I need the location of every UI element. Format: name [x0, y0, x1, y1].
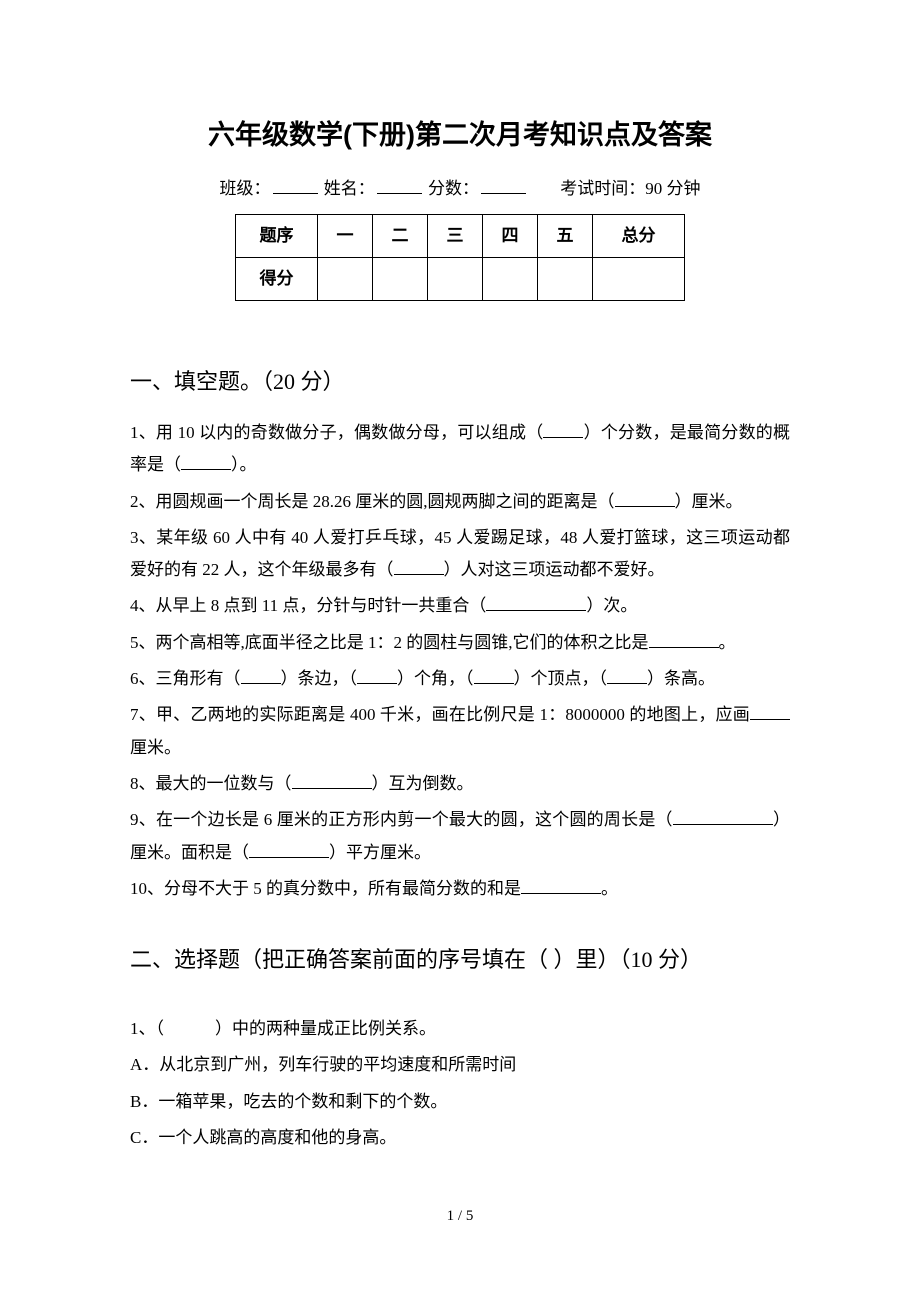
answer-blank — [750, 719, 790, 720]
score-cell — [538, 257, 593, 300]
section2-title: 二、选择题（把正确答案前面的序号填在（ ）里）（10 分） — [130, 939, 790, 981]
answer-blank — [607, 683, 647, 684]
name-blank — [377, 177, 422, 194]
answer-blank — [394, 574, 444, 575]
document-title: 六年级数学(下册)第二次月考知识点及答案 — [130, 110, 790, 161]
section1-title: 一、填空题。（20 分） — [130, 361, 790, 403]
question-text: ）次。 — [586, 596, 637, 615]
question-4: 4、从早上 8 点到 11 点，分针与时针一共重合（ ）次。 — [130, 590, 790, 622]
score-blank — [481, 177, 526, 194]
question-text: 厘米。 — [130, 738, 181, 757]
question-6: 6、三角形有（ ）条边，（ ）个角，（ ）个顶点，（ ）条高。 — [130, 663, 790, 695]
question-text: ）条高。 — [647, 669, 715, 688]
table-header-row: 题序 一 二 三 四 五 总分 — [236, 214, 685, 257]
class-label: 班级： — [220, 179, 271, 198]
question-7: 7、甲、乙两地的实际距离是 400 千米，画在比例尺是 1：8000000 的地… — [130, 699, 790, 764]
score-table: 题序 一 二 三 四 五 总分 得分 — [235, 214, 685, 302]
class-blank — [273, 177, 318, 194]
question-text: 。 — [719, 633, 736, 652]
answer-blank — [543, 437, 583, 438]
question-9: 9、在一个边长是 6 厘米的正方形内剪一个最大的圆，这个圆的周长是（）厘米。面积… — [130, 804, 790, 869]
question-text: ）条边，（ — [281, 669, 358, 688]
table-score-row: 得分 — [236, 257, 685, 300]
answer-blank — [181, 469, 231, 470]
header-info: 班级： 姓名： 分数： 考试时间：90 分钟 — [130, 173, 790, 205]
question-text: 10、分母不大于 5 的真分数中，所有最简分数的和是 — [130, 879, 521, 898]
question-10: 10、分母不大于 5 的真分数中，所有最简分数的和是 。 — [130, 873, 790, 905]
score-cell — [593, 257, 685, 300]
question-text: 1、用 10 以内的奇数做分子，偶数做分母，可以组成（ — [130, 423, 543, 442]
answer-blank — [292, 788, 372, 789]
answer-blank — [673, 824, 773, 825]
question-text: 2、用圆规画一个周长是 28.26 厘米的圆,圆规两脚之间的距离是（ — [130, 492, 615, 511]
question-text: ）个顶点，（ — [514, 669, 608, 688]
col-header-4: 四 — [483, 214, 538, 257]
score-cell — [373, 257, 428, 300]
question-text: ）厘米。 — [675, 492, 743, 511]
question-text: 9、在一个边长是 6 厘米的正方形内剪一个最大的圆，这个圆的周长是（ — [130, 810, 673, 829]
answer-blank — [241, 683, 281, 684]
time-label: 考试时间：90 分钟 — [560, 179, 700, 198]
option-c: C．一个人跳高的高度和他的身高。 — [130, 1122, 790, 1154]
score-label: 分数： — [428, 179, 479, 198]
question-text: 7、甲、乙两地的实际距离是 400 千米，画在比例尺是 1：8000000 的地… — [130, 705, 750, 724]
col-header-total: 总分 — [593, 214, 685, 257]
question-text: ）人对这三项运动都不爱好。 — [444, 560, 665, 579]
score-cell — [483, 257, 538, 300]
question-3: 3、某年级 60 人中有 40 人爱打乒乓球，45 人爱踢足球，48 人爱打篮球… — [130, 522, 790, 587]
section1-questions: 1、用 10 以内的奇数做分子，偶数做分母，可以组成（）个分数，是最简分数的概率… — [130, 417, 790, 905]
answer-blank — [615, 506, 675, 507]
row-label: 得分 — [236, 257, 318, 300]
question-text: 5、两个高相等,底面半径之比是 1：2 的圆柱与圆锥,它们的体积之比是 — [130, 633, 649, 652]
answer-blank — [249, 857, 329, 858]
page-number: 1 / 5 — [130, 1202, 790, 1231]
answer-blank — [649, 647, 719, 648]
name-label: 姓名： — [324, 179, 375, 198]
score-cell — [318, 257, 373, 300]
q2-1-text: 1、（ ）中的两种量成正比例关系。 — [130, 1013, 790, 1045]
answer-blank — [474, 683, 514, 684]
question-text: ）平方厘米。 — [329, 843, 431, 862]
option-b: B．一箱苹果，吃去的个数和剩下的个数。 — [130, 1086, 790, 1118]
question-text: ）。 — [231, 455, 257, 474]
score-cell — [428, 257, 483, 300]
question-text: 8、最大的一位数与（ — [130, 774, 292, 793]
col-header-5: 五 — [538, 214, 593, 257]
question-text: 6、三角形有（ — [130, 669, 241, 688]
question-5: 5、两个高相等,底面半径之比是 1：2 的圆柱与圆锥,它们的体积之比是 。 — [130, 627, 790, 659]
answer-blank — [486, 610, 586, 611]
question-text: ）个角，（ — [397, 669, 474, 688]
col-header-3: 三 — [428, 214, 483, 257]
question-text: 。 — [601, 879, 618, 898]
answer-blank — [521, 893, 601, 894]
col-header-2: 二 — [373, 214, 428, 257]
question-8: 8、最大的一位数与（ ）互为倒数。 — [130, 768, 790, 800]
option-a: A．从北京到广州，列车行驶的平均速度和所需时间 — [130, 1049, 790, 1081]
question-text: 4、从早上 8 点到 11 点，分针与时针一共重合（ — [130, 596, 486, 615]
col-header-label: 题序 — [236, 214, 318, 257]
question-2: 2、用圆规画一个周长是 28.26 厘米的圆,圆规两脚之间的距离是（ ）厘米。 — [130, 486, 790, 518]
col-header-1: 一 — [318, 214, 373, 257]
question-text: ）互为倒数。 — [372, 774, 474, 793]
answer-blank — [357, 683, 397, 684]
question-1: 1、用 10 以内的奇数做分子，偶数做分母，可以组成（）个分数，是最简分数的概率… — [130, 417, 790, 482]
